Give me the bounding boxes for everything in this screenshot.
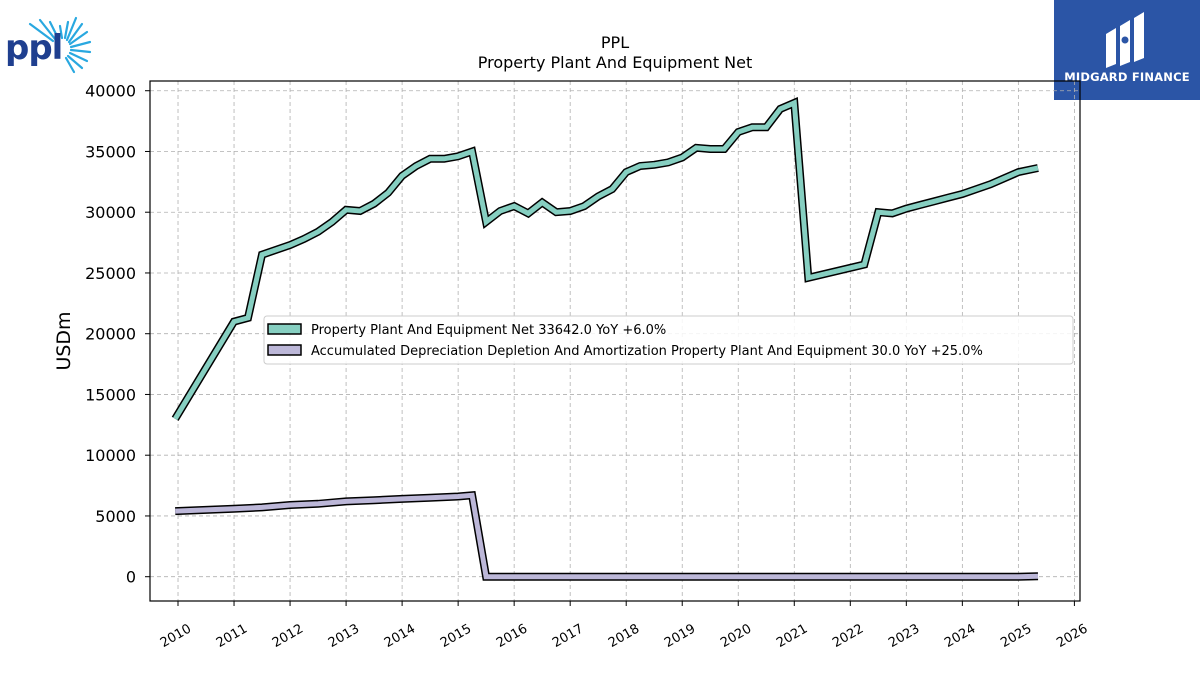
y-axis-label: USDm bbox=[53, 311, 75, 370]
chart-title: PPL bbox=[601, 33, 629, 52]
chart-subtitle: Property Plant And Equipment Net bbox=[478, 53, 753, 72]
x-tick-label: 2023 bbox=[886, 621, 922, 651]
legend-label-series-1: Property Plant And Equipment Net 33642.0… bbox=[311, 323, 666, 338]
x-tick-label: 2022 bbox=[830, 621, 866, 651]
x-tick-label: 2020 bbox=[718, 621, 754, 651]
ppl-logo-text: ppl bbox=[5, 28, 63, 68]
y-tick-label: 15000 bbox=[85, 385, 136, 404]
y-tick-label: 0 bbox=[126, 568, 136, 587]
x-tick-label: 2015 bbox=[438, 621, 474, 651]
midgard-emblem-icon bbox=[1106, 12, 1144, 68]
plot-frame bbox=[149, 80, 1081, 602]
y-tick-label: 20000 bbox=[85, 325, 136, 344]
legend: Property Plant And Equipment Net 33642.0… bbox=[263, 315, 1074, 365]
x-tick-label: 2014 bbox=[382, 621, 418, 651]
midgard-logo-text: MIDGARD FINANCE bbox=[1064, 70, 1190, 84]
midgard-finance-logo: MIDGARD FINANCE bbox=[1054, 0, 1200, 100]
series-layer bbox=[171, 97, 1039, 581]
series-1-line bbox=[173, 99, 1039, 421]
x-tick-label: 2024 bbox=[942, 621, 978, 651]
legend-swatch-series-2 bbox=[267, 344, 302, 356]
x-tick-label: 2012 bbox=[270, 621, 306, 651]
x-tick-label: 2021 bbox=[774, 621, 810, 651]
y-tick-label: 30000 bbox=[85, 203, 136, 222]
x-tick-label: 2013 bbox=[326, 621, 362, 651]
x-tick-label: 2019 bbox=[662, 621, 698, 651]
legend-box bbox=[263, 315, 1074, 365]
series-1-outline bbox=[171, 97, 1039, 421]
y-tick-label: 25000 bbox=[85, 264, 136, 283]
series-2-line bbox=[175, 492, 1039, 580]
y-tick-label: 40000 bbox=[85, 82, 136, 101]
x-tick-label: 2010 bbox=[158, 621, 194, 651]
x-tick-label: 2011 bbox=[214, 621, 250, 651]
ppl-sunburst-icon bbox=[28, 16, 92, 74]
y-tick-label: 35000 bbox=[85, 142, 136, 161]
legend-swatch-series-1 bbox=[267, 323, 302, 335]
ppl-logo: ppl bbox=[0, 0, 100, 80]
axis-ticks: 2010 2011 2012 2013 2014 2015 2016 2017 2018 2019… bbox=[85, 82, 1090, 651]
y-tick-label: 10000 bbox=[85, 446, 136, 465]
x-tick-label: 2016 bbox=[494, 621, 530, 651]
x-tick-label: 2018 bbox=[606, 621, 642, 651]
x-tick-label: 2026 bbox=[1054, 621, 1090, 651]
x-tick-label: 2017 bbox=[550, 621, 586, 651]
x-tick-label: 2025 bbox=[998, 621, 1034, 651]
series-2-outline bbox=[175, 491, 1039, 581]
legend-label-series-2: Accumulated Depreciation Depletion And A… bbox=[311, 344, 983, 359]
y-tick-label: 5000 bbox=[95, 507, 136, 526]
